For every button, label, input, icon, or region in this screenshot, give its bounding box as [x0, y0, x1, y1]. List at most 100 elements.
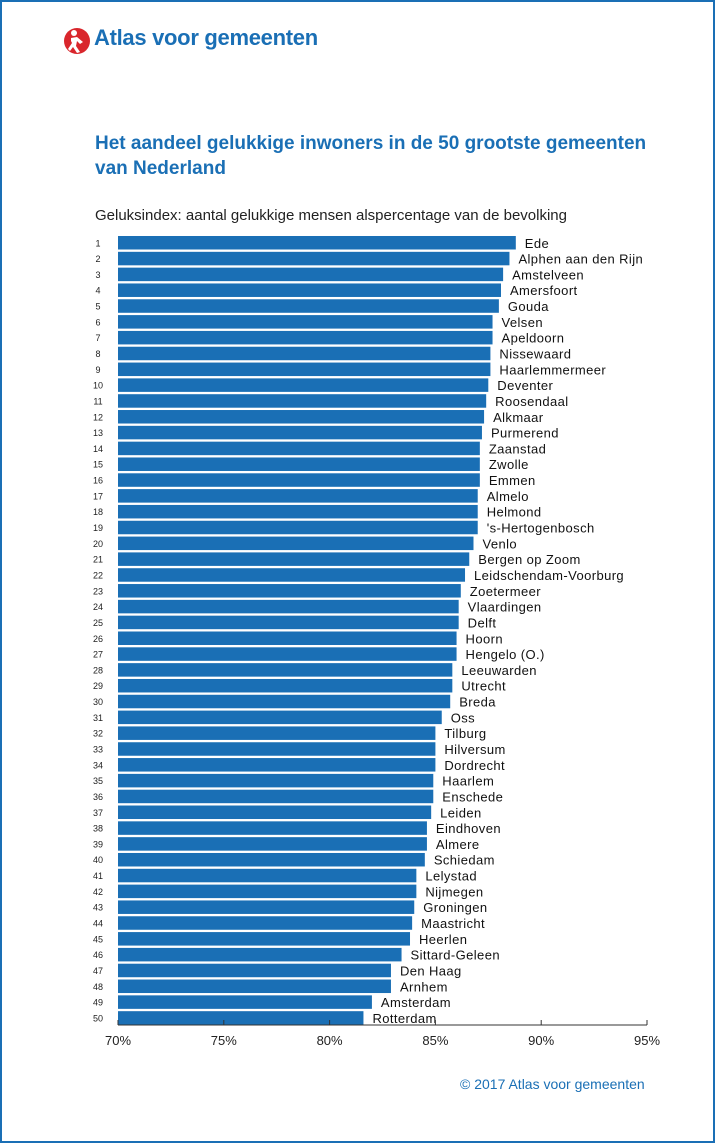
bar — [118, 963, 391, 978]
rank-label: 6 — [95, 317, 100, 327]
bar — [118, 267, 504, 282]
bar — [118, 410, 485, 424]
rank-label: 34 — [93, 760, 103, 770]
bar — [118, 852, 425, 867]
bar — [118, 362, 491, 377]
municipality-label: Amsterdam — [381, 995, 451, 1010]
rank-label: 15 — [93, 460, 103, 470]
rank-label: 31 — [93, 713, 103, 723]
municipality-label: Maastricht — [421, 916, 485, 931]
bar — [118, 678, 453, 693]
municipality-label: Velsen — [502, 315, 543, 330]
bar — [118, 1011, 364, 1025]
rank-label: 11 — [93, 396, 102, 406]
bar — [118, 504, 478, 519]
rank-label: 18 — [93, 507, 103, 517]
municipality-label: Heerlen — [419, 932, 467, 947]
bar — [118, 947, 402, 962]
bar — [118, 346, 491, 361]
municipality-label: Groningen — [423, 900, 487, 915]
bar — [118, 663, 453, 677]
municipality-label: Schiedam — [434, 853, 495, 868]
bar — [118, 299, 499, 313]
rank-label: 32 — [93, 729, 103, 739]
municipality-label: Den Haag — [400, 963, 462, 978]
bar — [118, 520, 478, 535]
rank-label: 2 — [95, 254, 100, 264]
bar — [118, 694, 451, 709]
bar — [118, 425, 482, 440]
rank-label: 49 — [93, 998, 103, 1008]
municipality-label: Zwolle — [489, 457, 529, 472]
x-tick-label: 90% — [528, 1033, 554, 1048]
municipality-label: Hengelo (O.) — [466, 647, 545, 662]
municipality-label: Hoorn — [466, 631, 503, 646]
x-axis: 70% 75% 80% 85% 90% 95% — [105, 1020, 660, 1048]
bar — [118, 283, 501, 297]
rank-label: 24 — [93, 602, 103, 612]
municipality-label: Hilversum — [444, 742, 505, 757]
municipality-label: Roosendaal — [495, 394, 568, 409]
rank-label: 38 — [93, 824, 103, 834]
municipality-label: Amersfoort — [510, 283, 578, 298]
bar — [118, 647, 457, 661]
bar — [118, 599, 459, 614]
bar — [118, 884, 417, 899]
bar — [118, 742, 436, 756]
bar — [118, 979, 391, 994]
rank-label: 26 — [93, 634, 103, 644]
bar — [118, 568, 466, 582]
rank-label: 3 — [95, 270, 100, 280]
municipality-label: Eindhoven — [436, 821, 501, 836]
rank-label: 5 — [95, 302, 100, 312]
rank-label: 46 — [93, 950, 103, 960]
municipality-label: Leiden — [440, 805, 481, 820]
rank-label: 8 — [95, 349, 100, 359]
bar — [118, 789, 434, 804]
rank-label: 20 — [93, 539, 103, 549]
bar — [118, 758, 436, 772]
chart-subtitle: Geluksindex: aantal gelukkige mensen als… — [95, 207, 567, 224]
rank-label: 1 — [95, 238, 100, 248]
x-tick-label: 70% — [105, 1033, 131, 1048]
rank-label: 39 — [93, 839, 103, 849]
rank-label: 44 — [93, 919, 103, 929]
rank-label: 25 — [93, 618, 103, 628]
rank-label: 40 — [93, 855, 103, 865]
municipality-label: Haarlem — [442, 774, 494, 789]
bar — [118, 473, 480, 487]
municipality-label: Sittard-Geleen — [411, 948, 500, 963]
bar — [118, 251, 510, 266]
bar — [118, 726, 436, 740]
x-tick-label: 75% — [211, 1033, 237, 1048]
rank-label: 23 — [93, 586, 103, 596]
rank-label: 30 — [93, 697, 103, 707]
atlas-figure-logo-icon — [64, 28, 90, 54]
rank-label: 35 — [93, 776, 103, 786]
municipality-label: Zaanstad — [489, 441, 546, 456]
rank-label: 19 — [93, 523, 103, 533]
municipality-label: Breda — [459, 695, 496, 710]
municipality-label: Purmerend — [491, 426, 559, 441]
bar — [118, 916, 413, 930]
x-tick-label: 95% — [634, 1033, 660, 1048]
bar — [118, 315, 493, 329]
bar — [118, 615, 459, 630]
rank-label: 9 — [95, 365, 100, 375]
rank-label: 27 — [93, 650, 103, 660]
municipality-label: Rotterdam — [372, 1011, 436, 1026]
bar — [118, 330, 493, 345]
rank-label: 28 — [93, 665, 103, 675]
municipality-label: Almere — [436, 837, 480, 852]
municipality-label: Venlo — [482, 536, 517, 551]
rank-label: 45 — [93, 934, 103, 944]
rank-label: 13 — [93, 428, 103, 438]
rank-label: 42 — [93, 887, 103, 897]
bar — [118, 837, 427, 851]
municipality-label: Alkmaar — [493, 410, 544, 425]
bar — [118, 457, 480, 471]
rank-label: 36 — [93, 792, 103, 802]
rank-label: 33 — [93, 744, 103, 754]
bar — [118, 932, 411, 946]
